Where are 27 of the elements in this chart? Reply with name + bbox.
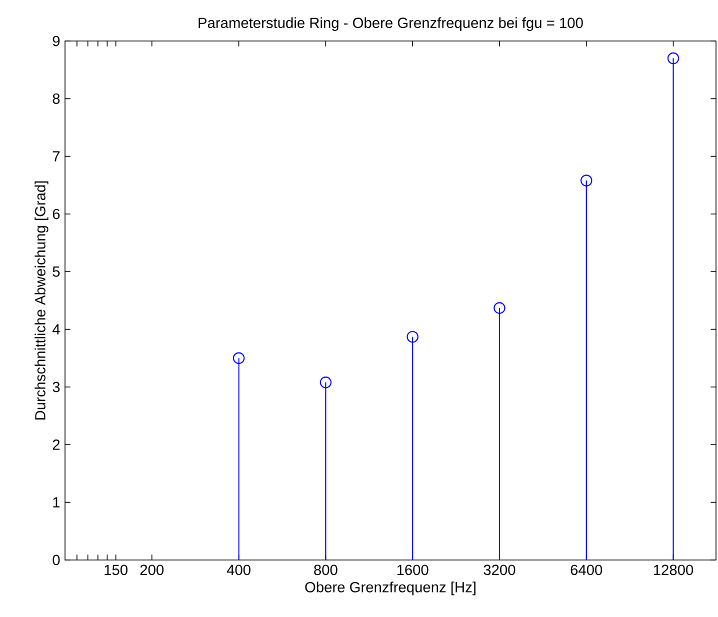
y-tick-label: 3: [52, 382, 60, 392]
point: [494, 302, 506, 314]
x-tick-label: 6400: [570, 564, 602, 576]
x-axis-title: Obere Grenzfrequenz [Hz]: [305, 582, 476, 596]
point: [406, 330, 418, 343]
y-tick-label: 6: [52, 208, 60, 220]
x-tick-label: 12800: [654, 564, 694, 576]
point: [580, 174, 592, 186]
y-tick-label: 2: [52, 440, 60, 450]
y-tick-label: 4: [52, 324, 60, 334]
x-tick-label: 150: [104, 564, 128, 576]
x-tick-label: 800: [314, 564, 338, 576]
x-tick-label: 400: [226, 564, 250, 576]
y-tick-label: 1: [53, 497, 60, 508]
chart-title: Parameterstudie Ring - Obere Grenzfrequenz bei fgu = 100: [198, 17, 583, 31]
y-tick-label: 0: [52, 554, 60, 566]
y-tick-label: 9: [52, 36, 60, 46]
point: [320, 376, 332, 388]
point: [667, 52, 680, 64]
y-axis-title: Durchschnittliche Abweichung [Grad]: [34, 181, 48, 420]
x-tick-label: 3200: [484, 564, 516, 576]
y-tick-label: 8: [52, 93, 60, 104]
x-tick-label: 1600: [397, 564, 428, 576]
point: [232, 352, 245, 364]
y-tick-label: 5: [52, 266, 60, 277]
y-tick-label: 7: [52, 151, 60, 162]
x-tick-label: 200: [140, 564, 164, 576]
